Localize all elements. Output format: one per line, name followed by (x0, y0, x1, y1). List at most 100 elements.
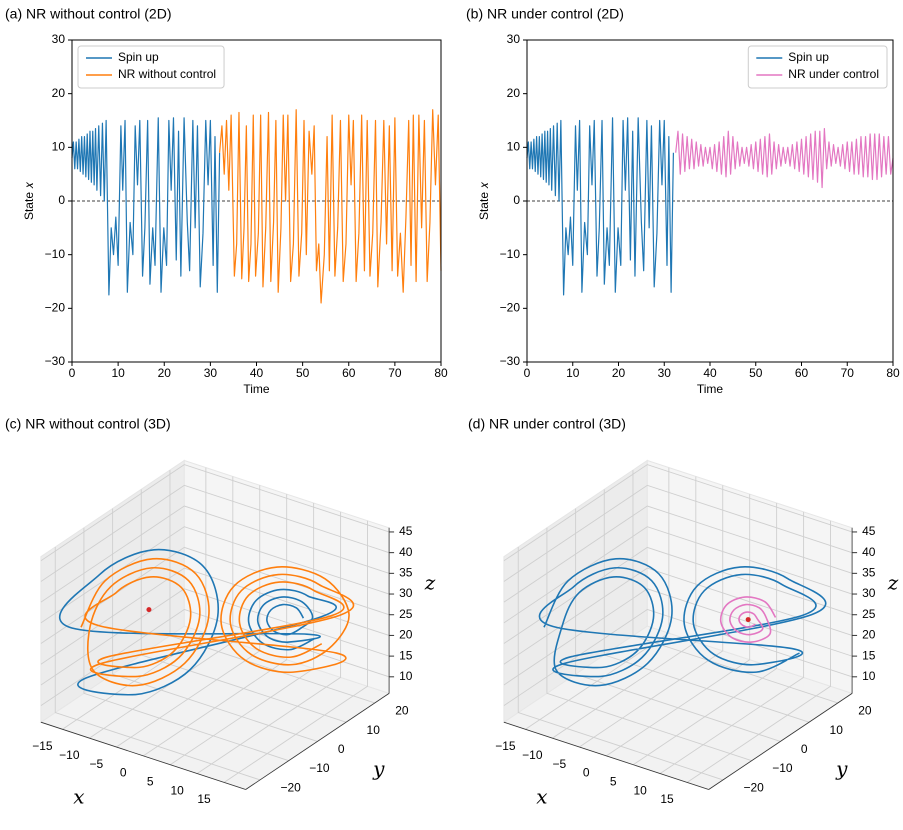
z-axis-label: 𝑧 (887, 571, 899, 595)
grid-line (503, 588, 853, 686)
grid-line (83, 527, 289, 762)
z-tick-label: 30 (862, 586, 876, 600)
grid-line (606, 494, 751, 757)
y-tick-label: −20 (281, 780, 302, 794)
z-tick-label: 10 (399, 669, 413, 683)
legend-label: NR without control (118, 67, 216, 81)
y-tick-label: 20 (858, 704, 872, 718)
y-tick-label: 30 (507, 32, 521, 46)
grid-line (40, 464, 390, 562)
grid-line (575, 508, 781, 742)
z-tick-label: 45 (399, 524, 413, 538)
grid-line (40, 526, 390, 624)
y-tick-label: −10 (772, 761, 793, 775)
z-tick-label: 35 (399, 566, 413, 580)
x-tick-label: 30 (658, 366, 672, 380)
y-tick-label: 0 (58, 193, 65, 207)
x-tick-label: 5 (147, 774, 154, 788)
y-axis (708, 693, 853, 790)
x-tick-label: 30 (204, 366, 218, 380)
y-tick-label: 10 (507, 140, 521, 154)
grid-line (40, 484, 390, 582)
chart-title: (c) NR without control (3D) (5, 416, 171, 432)
z-axis-label: 𝑧 (424, 571, 436, 595)
x-tick-label: 60 (342, 366, 356, 380)
trajectory (719, 596, 777, 643)
z-tick-label: 10 (862, 669, 876, 683)
x-axis (40, 721, 246, 790)
y-tick-label: −20 (500, 301, 521, 315)
grid-line (503, 464, 853, 562)
grid-line (169, 503, 315, 766)
target-point (745, 617, 751, 623)
x-tick-label: 50 (296, 366, 310, 380)
grid-line (525, 467, 670, 730)
legend-label: Spin up (788, 50, 829, 64)
x-tick-label: 0 (583, 766, 590, 780)
x-tick-label: 15 (197, 792, 211, 806)
z-tick-label: 45 (862, 524, 876, 538)
y-tick-label: 20 (52, 86, 66, 100)
grid-line (632, 503, 778, 766)
x-tick-label: −5 (89, 757, 103, 771)
grid-line (552, 476, 697, 739)
x-tick-label: 0 (120, 766, 127, 780)
grid-line (143, 494, 288, 757)
z-tick-label: 20 (862, 628, 876, 642)
x-tick-label: 10 (633, 783, 647, 797)
x-tick-label: 70 (388, 366, 402, 380)
y-tick-label: 0 (801, 742, 808, 756)
y-tick-label: 0 (513, 193, 520, 207)
grid-line (579, 485, 724, 748)
x-tick-label: −10 (522, 748, 543, 762)
series-line (526, 117, 674, 296)
plot-frame (526, 39, 894, 363)
x-tick-label: 10 (170, 783, 184, 797)
grid-line (196, 511, 342, 774)
x-tick-label: −5 (552, 757, 566, 771)
x-axis-label: Time (697, 382, 724, 396)
x-tick-label: 5 (610, 774, 617, 788)
y-tick-label: 10 (367, 723, 381, 737)
x-axis (503, 721, 709, 790)
y-tick-label: 20 (395, 704, 409, 718)
chart-title: (b) NR under control (2D) (466, 6, 624, 22)
y-tick-label: −20 (45, 301, 66, 315)
legend-label: NR under control (788, 67, 879, 81)
x-tick-label: 10 (566, 366, 580, 380)
x-tick-label: 80 (886, 366, 900, 380)
grid-line (40, 546, 390, 644)
y-tick-label: −30 (500, 354, 521, 368)
x-axis-label: 𝑥 (73, 785, 84, 809)
x-axis-label: 𝑥 (536, 785, 547, 809)
z-tick-label: 15 (862, 648, 876, 662)
z-tick-label: 35 (862, 566, 876, 580)
x-tick-label: −10 (59, 748, 80, 762)
grid-line (517, 547, 724, 781)
grid-line (503, 505, 853, 603)
grid-line (223, 520, 368, 783)
grid-line (54, 547, 261, 781)
trajectory (80, 557, 355, 687)
x-axis-label: Time (243, 382, 270, 396)
trajectory (58, 548, 338, 696)
grid-line (503, 526, 853, 624)
y-tick-label: 30 (52, 32, 66, 46)
y-tick-label: 0 (338, 742, 345, 756)
grid-line (503, 546, 853, 644)
z-tick-label: 30 (399, 586, 413, 600)
grid-line (40, 505, 390, 603)
grid-line (686, 520, 831, 783)
z-tick-label: 40 (399, 545, 413, 559)
grid-line (503, 567, 853, 665)
grid-line (503, 608, 853, 707)
y-axis-label: State 𝑥 (477, 182, 491, 220)
y-axis-label: 𝑦 (835, 756, 848, 780)
trajectory (538, 557, 827, 687)
series-line (71, 117, 221, 296)
y-axis-label: State 𝑥 (22, 182, 36, 220)
x-tick-label: 10 (111, 366, 125, 380)
target-point (146, 607, 152, 613)
